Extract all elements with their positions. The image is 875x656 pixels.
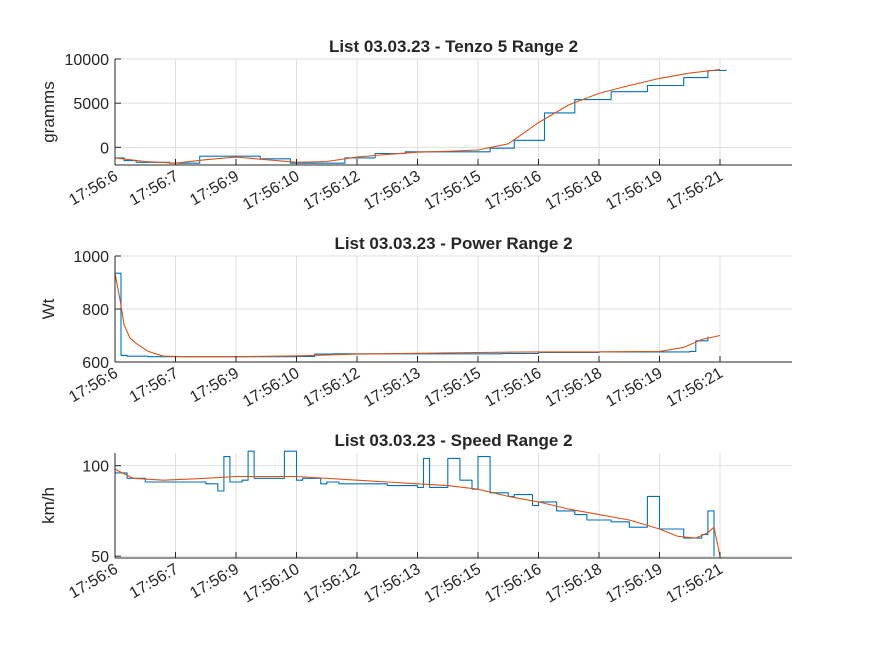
data-series	[114, 69, 727, 164]
data-series	[114, 272, 721, 358]
smoothed-series-line	[114, 468, 721, 557]
chart-title: List 03.03.23 - Tenzo 5 Range 2	[329, 37, 578, 56]
y-tick-label: 100	[82, 459, 109, 476]
y-tick-label: 10000	[65, 52, 110, 69]
data-series	[114, 450, 721, 557]
grid	[114, 453, 792, 558]
y-tick-label: 0	[100, 140, 109, 157]
y-tick-label: 600	[82, 355, 109, 372]
plot-area	[115, 59, 792, 165]
plot-area	[115, 453, 792, 558]
smoothed-series-line	[114, 69, 721, 164]
y-axis-label: km/h	[39, 487, 58, 524]
chart-title: List 03.03.23 - Power Range 2	[334, 234, 572, 253]
chart-title: List 03.03.23 - Speed Range 2	[334, 431, 572, 450]
y-tick-label: 800	[82, 302, 109, 319]
y-axis-label: gramms	[39, 81, 58, 142]
grid	[114, 58, 792, 165]
smoothed-series-line	[114, 273, 721, 358]
y-tick-label: 5000	[73, 96, 109, 113]
y-tick-label: 50	[91, 549, 109, 566]
raw-series-line	[115, 272, 709, 358]
raw-series-line	[115, 450, 715, 557]
y-tick-label: 1000	[73, 249, 109, 266]
y-axis-label: Wt	[39, 298, 58, 319]
